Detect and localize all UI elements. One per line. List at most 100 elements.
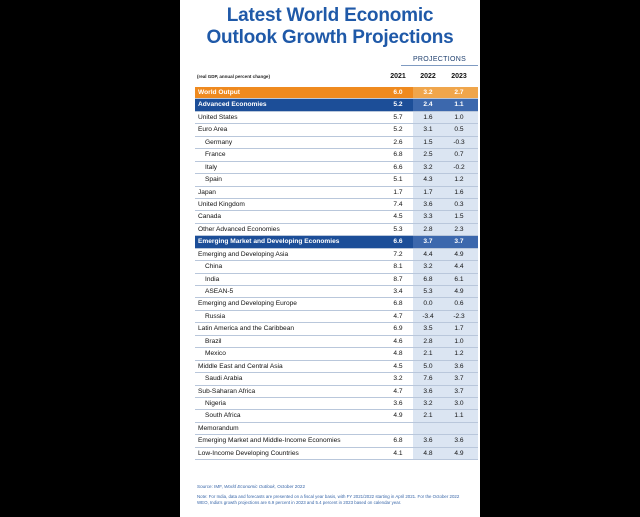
projection-shade <box>413 211 478 223</box>
projection-shade <box>413 397 478 410</box>
table-row: Middle East and Central Asia 4.5 5.0 3.6 <box>195 360 478 374</box>
title-line-1: Latest World Economic <box>226 5 434 26</box>
projection-shade <box>413 149 478 161</box>
projection-shade <box>413 447 478 460</box>
projection-shade <box>413 310 478 323</box>
value-2022: 3.2 <box>423 263 433 271</box>
projection-shade <box>413 422 478 435</box>
value-2023: 4.9 <box>454 288 464 295</box>
value-2022: 3.7 <box>423 238 433 246</box>
row-label: Russia <box>205 312 226 320</box>
projection-shade <box>413 198 478 211</box>
value-2022: 5.3 <box>423 288 433 295</box>
value-2021: 5.7 <box>393 113 403 121</box>
value-2023: 1.7 <box>454 325 464 333</box>
row-label: Japan <box>198 188 216 196</box>
units-note: (real GDP, annual percent change) <box>197 74 270 79</box>
value-2021: 3.6 <box>393 399 403 407</box>
value-2023: -2.3 <box>453 312 465 320</box>
table-row: Russia 4.7 -3.4 -2.3 <box>195 310 478 324</box>
page-title: Latest World Economic Outlook Growth Pro… <box>195 5 465 49</box>
table-row: Japan 1.7 1.7 1.6 <box>195 186 478 199</box>
value-2023: 1.2 <box>454 350 464 358</box>
value-2021: 6.6 <box>393 163 403 171</box>
projection-shade <box>413 348 478 360</box>
value-2022: 2.5 <box>423 151 433 159</box>
value-2023: 2.7 <box>454 89 464 96</box>
value-2021: 4.5 <box>393 362 403 370</box>
value-2023: 3.6 <box>454 437 464 445</box>
value-2022: 3.6 <box>423 200 433 208</box>
value-2023: 3.6 <box>454 362 464 370</box>
row-label: Emerging and Developing Europe <box>198 300 297 308</box>
value-2021: 1.7 <box>393 188 403 196</box>
table-row: Low-Income Developing Countries 4.1 4.8 4.9 <box>195 447 478 461</box>
table-row: United States 5.7 1.6 1.0 <box>195 111 478 125</box>
projection-shade <box>413 124 478 136</box>
value-2023: 1.1 <box>454 101 464 109</box>
value-2023: 1.5 <box>454 213 464 221</box>
projection-shade <box>413 273 478 285</box>
projection-shade <box>413 360 478 373</box>
value-2021: 4.6 <box>393 337 403 345</box>
value-2022: 5.0 <box>423 362 433 370</box>
projection-shade <box>413 335 478 348</box>
row-label: Saudi Arabia <box>205 375 243 383</box>
table-row: Advanced Economies 5.2 2.4 1.1 <box>195 99 478 112</box>
row-label: Other Advanced Economies <box>198 225 280 233</box>
value-2022: 3.6 <box>423 387 433 395</box>
table-row: Emerging and Developing Europe 6.8 0.0 0.6 <box>195 298 478 311</box>
value-2022: 2.8 <box>423 225 433 233</box>
projections-divider <box>401 65 478 66</box>
table-row: ASEAN-5 3.4 5.3 4.9 <box>195 286 478 299</box>
table-row: Sub-Saharan Africa 4.7 3.6 3.7 <box>195 385 478 398</box>
value-2021: 4.9 <box>393 412 403 420</box>
value-2021: 8.7 <box>393 275 403 283</box>
row-label: Emerging and Developing Asia <box>198 250 289 258</box>
value-2023: -0.2 <box>453 163 465 171</box>
value-2022: 2.1 <box>423 412 433 420</box>
table-row: United Kingdom 7.4 3.6 0.3 <box>195 198 478 212</box>
table-row: Euro Area 5.2 3.1 0.5 <box>195 124 478 137</box>
table-row: Emerging Market and Developing Economies… <box>195 236 478 249</box>
projection-shade <box>413 87 478 99</box>
row-label: Latin America and the Caribbean <box>198 325 295 333</box>
row-label: Nigeria <box>205 399 226 407</box>
value-2023: 1.2 <box>454 176 464 184</box>
value-2021: 6.0 <box>393 89 403 96</box>
value-2021: 4.7 <box>393 312 403 320</box>
value-2021: 5.2 <box>393 101 403 109</box>
row-label: ASEAN-5 <box>205 288 234 295</box>
projection-shade <box>413 236 478 248</box>
value-2023: 4.9 <box>454 250 464 258</box>
row-label: Canada <box>198 213 222 221</box>
value-2022: 3.2 <box>423 399 433 407</box>
value-2023: 1.0 <box>454 337 464 345</box>
value-2023: 1.1 <box>454 412 464 420</box>
table-row: Emerging Market and Middle-Income Econom… <box>195 435 478 448</box>
value-2023: 3.7 <box>454 238 464 246</box>
projection-shade <box>413 435 478 447</box>
row-label: China <box>205 263 223 271</box>
value-2022: 4.8 <box>423 449 433 457</box>
table-row: World Output 6.0 3.2 2.7 <box>195 87 478 100</box>
table-row: Mexico 4.8 2.1 1.2 <box>195 348 478 361</box>
projection-shade <box>413 385 478 397</box>
value-2021: 7.2 <box>393 250 403 258</box>
source-prefix: Source: IMF, <box>197 484 223 489</box>
row-label: Italy <box>205 163 218 171</box>
value-2023: 4.9 <box>454 449 464 457</box>
value-2021: 6.9 <box>393 325 403 333</box>
row-label: France <box>205 151 226 159</box>
value-2022: 6.8 <box>423 275 433 283</box>
value-2021: 8.1 <box>393 263 403 271</box>
projection-shade <box>413 99 478 111</box>
value-2021: 7.4 <box>393 200 403 208</box>
value-2022: 3.6 <box>423 437 433 445</box>
row-label: Mexico <box>205 350 226 358</box>
row-label: Brazil <box>205 337 222 345</box>
value-2022: 3.5 <box>423 325 433 333</box>
value-2022: 4.4 <box>423 250 433 258</box>
value-2023: 3.7 <box>454 387 464 395</box>
projections-table: World Output 6.0 3.2 2.7 Advanced Economies 5… <box>195 87 478 461</box>
